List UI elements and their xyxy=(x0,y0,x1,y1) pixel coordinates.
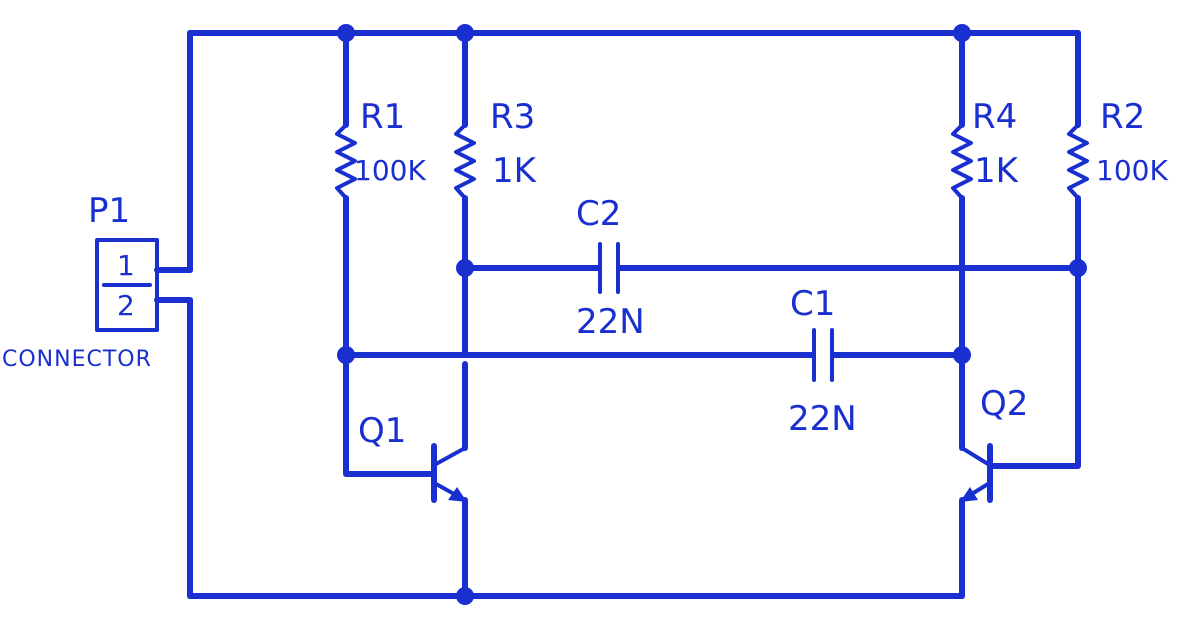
r1-value: 100K xyxy=(354,154,426,187)
junctions xyxy=(337,24,1087,605)
q1-collector xyxy=(434,446,467,466)
c2-value: 22N xyxy=(576,302,645,342)
q2-emitter-arrow xyxy=(960,487,978,502)
q1-emitter-arrow xyxy=(448,487,467,502)
resistor-r3: R3 1K xyxy=(454,97,538,200)
resistor-r4-zigzag xyxy=(951,123,973,200)
r2-label: R2 xyxy=(1100,97,1145,137)
q2-collector xyxy=(960,446,990,466)
p1-pin1-label: 1 xyxy=(117,249,135,282)
transistor-q1: Q1 xyxy=(358,411,467,503)
resistor-r1: R1 100K xyxy=(335,97,426,200)
junction-c2-right xyxy=(1069,259,1087,277)
wires xyxy=(154,30,1081,599)
p1-caption: CONNECTOR xyxy=(2,347,152,372)
c2-label: C2 xyxy=(576,194,621,234)
transistor-q2: Q2 xyxy=(960,384,1028,503)
c1-label: C1 xyxy=(790,284,835,324)
connector-p1: P1 1 2 CONNECTOR xyxy=(2,191,159,372)
junction-c2-left xyxy=(456,259,474,277)
r1-label: R1 xyxy=(360,97,405,137)
wire-r2-bottom xyxy=(989,195,1081,469)
resistor-r3-zigzag xyxy=(454,123,476,200)
resistor-r2: R2 100K xyxy=(1067,97,1168,200)
c1-value: 22N xyxy=(788,399,857,439)
junction-top-r1 xyxy=(337,24,355,42)
resistor-r4: R4 1K xyxy=(951,97,1020,200)
resistor-r2-zigzag xyxy=(1067,123,1089,200)
junction-c1-left xyxy=(337,346,355,364)
r4-label: R4 xyxy=(972,97,1017,137)
r2-value: 100K xyxy=(1096,154,1168,187)
wire-q1-base xyxy=(343,352,437,477)
capacitor-c1: C1 22N xyxy=(788,284,857,439)
capacitor-c2: C2 22N xyxy=(576,194,645,342)
r4-value: 1K xyxy=(974,151,1020,191)
junction-top-r4 xyxy=(953,24,971,42)
junction-c1-right xyxy=(953,346,971,364)
junction-top-r3 xyxy=(456,24,474,42)
r3-label: R3 xyxy=(490,97,535,137)
resistor-r1-zigzag xyxy=(335,123,357,200)
q1-label: Q1 xyxy=(358,411,406,451)
r3-value: 1K xyxy=(492,151,538,191)
q2-label: Q2 xyxy=(980,384,1028,424)
connector-body xyxy=(95,238,159,332)
junction-bottom xyxy=(456,587,474,605)
p1-label: P1 xyxy=(88,191,130,231)
p1-pin2-label: 2 xyxy=(117,289,135,322)
